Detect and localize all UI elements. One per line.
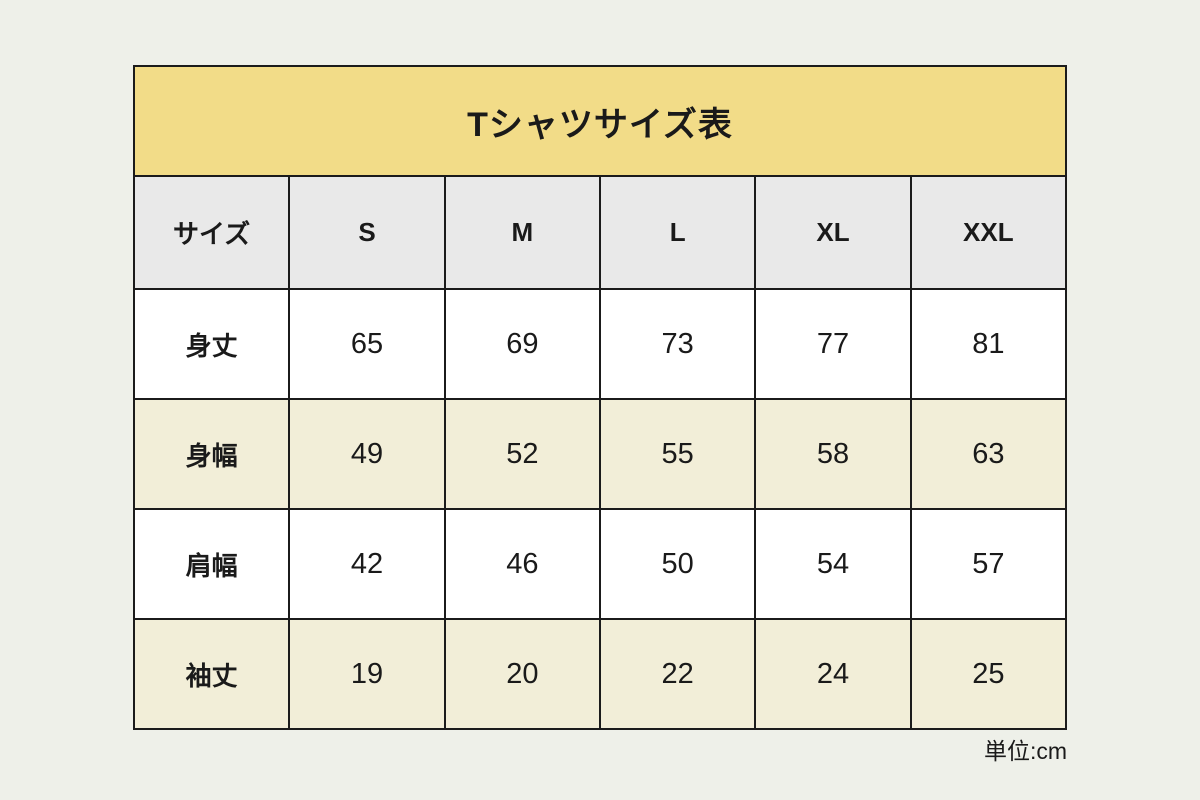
header-size-l: L bbox=[598, 175, 757, 290]
row-label-sleeve-length: 袖丈 bbox=[132, 618, 291, 730]
size-table: Tシャツサイズ表 サイズ S M L XL XXL 身丈 65 69 73 77… bbox=[132, 65, 1068, 730]
cell-value: 55 bbox=[598, 398, 757, 510]
row-label-body-length: 身丈 bbox=[132, 288, 291, 400]
cell-value: 49 bbox=[288, 398, 446, 510]
cell-value: 81 bbox=[909, 288, 1068, 400]
cell-value: 25 bbox=[909, 618, 1068, 730]
cell-value: 46 bbox=[443, 508, 601, 620]
cell-value: 24 bbox=[754, 618, 912, 730]
cell-value: 20 bbox=[443, 618, 601, 730]
cell-value: 42 bbox=[288, 508, 446, 620]
cell-value: 63 bbox=[909, 398, 1068, 510]
table-title: Tシャツサイズ表 bbox=[133, 65, 1067, 177]
unit-note: 単位:cm bbox=[983, 738, 1067, 764]
table-row-body-length: 身丈 65 69 73 77 81 bbox=[132, 288, 1068, 400]
header-size-s: S bbox=[288, 175, 446, 290]
table-row-body-width: 身幅 49 52 55 58 63 bbox=[132, 398, 1068, 510]
cell-value: 19 bbox=[288, 618, 446, 730]
cell-value: 52 bbox=[443, 398, 601, 510]
cell-value: 73 bbox=[598, 288, 757, 400]
cell-value: 77 bbox=[754, 288, 912, 400]
header-size-xxl: XXL bbox=[909, 175, 1068, 290]
header-size-label: サイズ bbox=[132, 175, 291, 290]
cell-value: 69 bbox=[443, 288, 601, 400]
cell-value: 58 bbox=[754, 398, 912, 510]
cell-value: 57 bbox=[909, 508, 1068, 620]
row-label-shoulder-width: 肩幅 bbox=[132, 508, 291, 620]
cell-value: 54 bbox=[754, 508, 912, 620]
title-row: Tシャツサイズ表 bbox=[133, 65, 1067, 177]
row-label-body-width: 身幅 bbox=[132, 398, 291, 510]
table-row-sleeve-length: 袖丈 19 20 22 24 25 bbox=[132, 618, 1068, 730]
header-size-xl: XL bbox=[754, 175, 912, 290]
header-size-m: M bbox=[443, 175, 601, 290]
size-chart: Tシャツサイズ表 サイズ S M L XL XXL 身丈 65 69 73 77… bbox=[132, 65, 1068, 766]
cell-value: 65 bbox=[288, 288, 446, 400]
table-row-shoulder-width: 肩幅 42 46 50 54 57 bbox=[132, 508, 1068, 620]
cell-value: 50 bbox=[598, 508, 757, 620]
header-row: サイズ S M L XL XXL bbox=[132, 175, 1068, 290]
cell-value: 22 bbox=[598, 618, 757, 730]
